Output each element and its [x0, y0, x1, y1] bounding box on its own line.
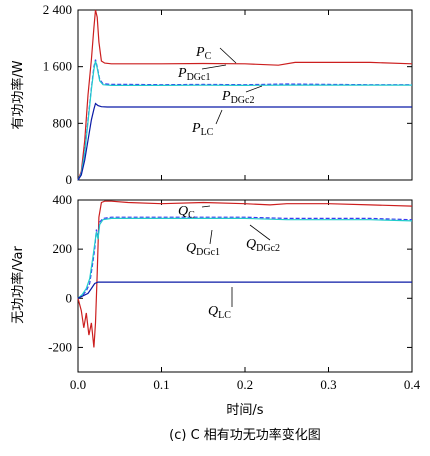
annotation-p-lc: PLC [191, 121, 214, 138]
annotation-leader [249, 224, 271, 241]
annotation-q-c: QC [178, 204, 195, 221]
y-tick-label: 0 [66, 290, 73, 305]
series-line-p-lc [77, 102, 412, 181]
active-power-panel: 0 800 1 600 2 400 PC PDGc1 PDGc2 PLC 有功功率/W [10, 2, 413, 187]
series-line-p-dgc1 [77, 59, 412, 181]
reactive-power-y-label: 无功功率/Var [10, 246, 26, 324]
annotation-p-c: PC [195, 45, 212, 62]
annotation-q-dgc2: QDGc2 [246, 237, 280, 254]
series-line-q-c [77, 200, 413, 348]
y-tick-label: 0 [66, 172, 73, 187]
annotation-p-dgc1: PDGc1 [177, 66, 210, 83]
series-line-q-lc [77, 281, 412, 299]
annotation-leader [219, 47, 237, 64]
series-line-p-dgc2 [77, 60, 412, 181]
x-tick-label: 0.4 [404, 377, 421, 392]
y-tick-label: -200 [48, 339, 72, 354]
active-power-y-label: 有功功率/W [10, 60, 26, 129]
annotation-p-dgc2: PDGc2 [221, 89, 254, 106]
reactive-power-axes-frame [77, 199, 413, 373]
y-tick-label: 1 600 [43, 59, 72, 74]
annotation-leader [215, 109, 223, 125]
x-tick-label: 0.1 [153, 377, 169, 392]
figure-caption: (c) C 相有功无功率变化图 [169, 427, 321, 443]
annotation-q-lc: QLC [208, 304, 231, 321]
series-line-q-dgc1 [77, 216, 413, 299]
y-tick-label: 400 [53, 192, 73, 207]
annotation-leader [201, 64, 227, 70]
x-tick-label: 0.0 [70, 377, 86, 392]
x-axis-label: 时间/s [226, 403, 263, 418]
annotation-leader [209, 229, 213, 245]
x-tick-label: 0.2 [237, 377, 253, 392]
annotation-leader [245, 85, 263, 93]
y-tick-label: 2 400 [43, 2, 72, 17]
y-tick-label: 800 [53, 115, 73, 130]
series-line-p-c [77, 9, 413, 181]
annotation-q-dgc1: QDGc1 [186, 241, 220, 258]
x-tick-label: 0.3 [320, 377, 336, 392]
reactive-power-panel: -200 0 200 400 0.0 0.1 0.2 0.3 0.4 QC QDGc1 QDGc2 Q… [10, 192, 421, 392]
y-tick-label: 200 [53, 241, 73, 256]
series-line-q-dgc2 [77, 217, 413, 299]
annotation-leader [201, 205, 211, 208]
